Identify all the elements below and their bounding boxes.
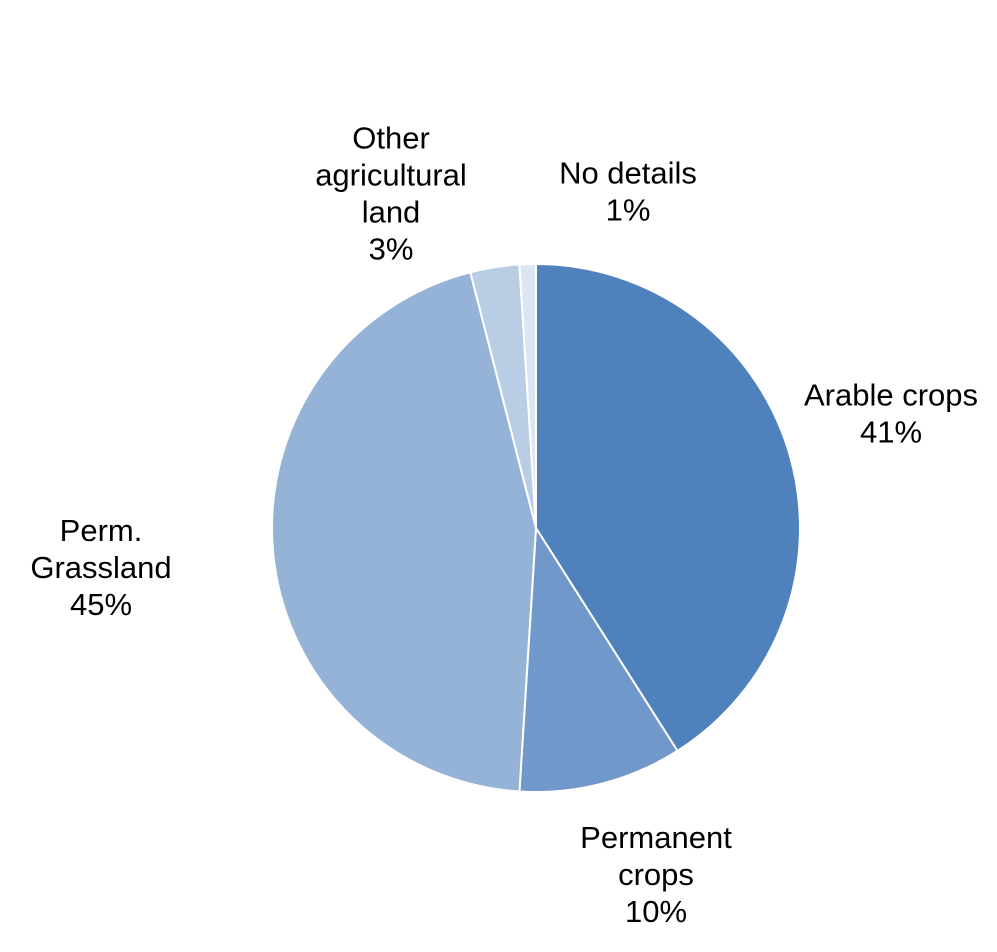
pie-slice-no-details xyxy=(518,262,537,529)
slice-name-line: Arable crops xyxy=(804,378,978,413)
pie-slice-arable-crops xyxy=(535,262,801,753)
slice-label-permanent-crops: Permanent crops 10% xyxy=(580,820,732,929)
slice-percent-label: 45% xyxy=(70,587,132,622)
pie-slice-perm-grassland xyxy=(270,271,538,793)
slice-percent-label: 1% xyxy=(606,193,651,228)
slice-name-line: Other xyxy=(352,121,430,156)
pie-slices xyxy=(270,262,801,793)
slice-percent-label: 41% xyxy=(860,415,922,450)
slice-label-arable-crops: Arable crops 41% xyxy=(804,378,978,450)
slice-label-perm-grassland: Perm. Grassland 45% xyxy=(30,513,171,622)
slice-percent-label: 10% xyxy=(625,894,687,929)
pie-slice-permanent-crops xyxy=(518,524,679,793)
slice-label-other-agricultural-land: Other agricultural land 3% xyxy=(315,121,467,267)
slice-name-line: Perm. xyxy=(60,513,143,548)
slice-name-line: agricultural xyxy=(315,158,467,193)
slice-name-line: land xyxy=(362,195,421,230)
slice-label-no-details: No details 1% xyxy=(559,156,697,228)
slice-name-line: Grassland xyxy=(30,550,171,585)
slice-name-line: Permanent xyxy=(580,820,732,855)
slice-percent-label: 3% xyxy=(369,232,414,267)
pie-labels: Arable crops 41% Permanent crops 10% Perm. Gra… xyxy=(30,121,978,930)
slice-name-line: No details xyxy=(559,156,697,191)
slice-name-line: crops xyxy=(618,857,694,892)
